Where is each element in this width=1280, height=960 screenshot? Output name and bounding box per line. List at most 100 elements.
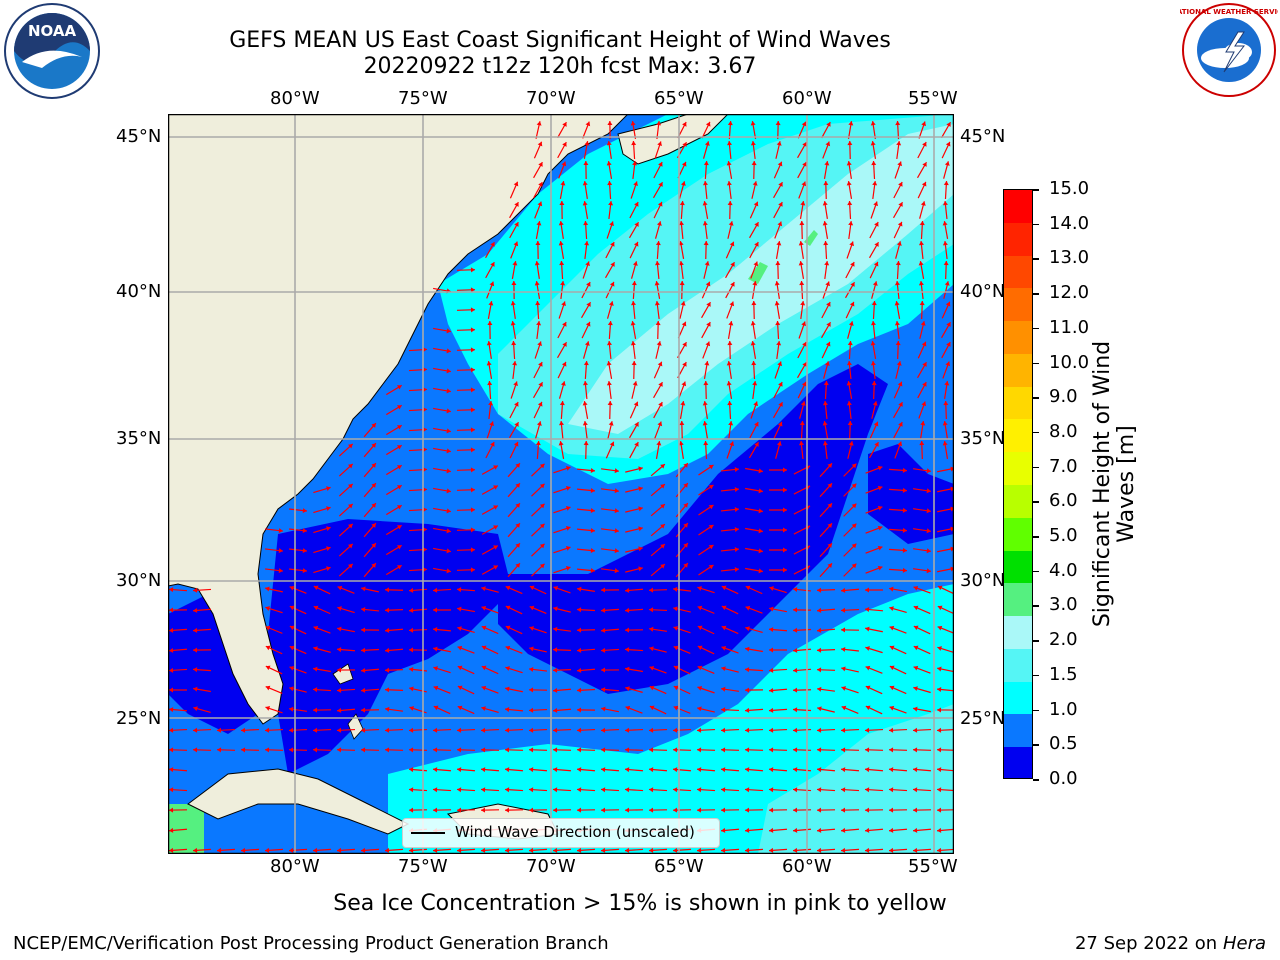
wind-wave-arrowhead bbox=[559, 261, 565, 266]
wind-wave-arrowhead bbox=[193, 686, 198, 692]
wind-wave-arrowhead bbox=[512, 261, 518, 266]
wind-wave-arrowhead bbox=[505, 787, 510, 793]
wind-wave-arrowhead bbox=[409, 686, 414, 692]
wind-wave-arrowhead bbox=[870, 341, 876, 346]
wind-wave-arrowhead bbox=[565, 466, 571, 471]
wind-wave-arrowhead bbox=[793, 607, 798, 613]
wind-wave-arrowhead bbox=[371, 443, 376, 448]
wind-wave-arrowhead bbox=[289, 686, 294, 692]
wind-wave-arrowhead bbox=[529, 807, 534, 813]
wind-wave-arrowhead bbox=[798, 241, 804, 246]
wind-wave-arrowhead bbox=[361, 667, 366, 673]
wind-wave-arrowhead bbox=[422, 427, 427, 433]
wind-wave-arrowhead bbox=[470, 547, 475, 553]
wind-wave-arrowhead bbox=[682, 362, 687, 367]
wind-wave-arrowhead bbox=[841, 666, 846, 672]
wind-wave-arrowhead bbox=[371, 523, 376, 528]
wind-wave-arrowhead bbox=[751, 161, 757, 166]
wind-wave-arrowhead bbox=[634, 422, 639, 427]
wind-wave-arrowhead bbox=[822, 401, 828, 406]
wind-wave-arrowhead bbox=[278, 568, 283, 574]
wind-wave-arrowhead bbox=[558, 221, 564, 226]
wind-wave-arrowhead bbox=[872, 181, 878, 186]
wind-wave-arrowhead bbox=[470, 527, 475, 533]
wind-wave-arrowhead bbox=[865, 607, 870, 613]
wind-wave-arrowhead bbox=[584, 141, 590, 146]
wind-wave-arrowhead bbox=[942, 441, 948, 446]
wind-wave-arrowhead bbox=[481, 747, 486, 753]
wind-wave-arrowhead bbox=[486, 341, 492, 346]
wind-wave-arrowhead bbox=[422, 387, 427, 393]
wind-wave-arrowhead bbox=[529, 727, 534, 733]
wind-wave-arrowhead bbox=[793, 807, 798, 813]
wind-wave-arrowhead bbox=[841, 627, 846, 633]
wind-wave-arrowhead bbox=[169, 667, 174, 673]
wind-wave-arrowhead bbox=[313, 646, 318, 652]
wind-wave-arrowhead bbox=[889, 665, 895, 671]
wind-wave-arrows bbox=[168, 120, 954, 853]
wind-wave-arrowhead bbox=[729, 301, 735, 307]
wind-wave-arrowhead bbox=[825, 281, 831, 287]
wind-wave-arrowhead bbox=[631, 281, 637, 286]
wind-wave-arrowhead bbox=[606, 161, 612, 166]
wind-wave-arrowhead bbox=[946, 122, 951, 127]
wind-wave-arrowhead bbox=[877, 465, 883, 471]
wind-wave-arrowhead bbox=[873, 421, 879, 427]
wind-wave-arrowhead bbox=[625, 787, 630, 793]
wind-wave-arrowhead bbox=[776, 241, 782, 246]
colorbar-tick-label: 10.0 bbox=[1049, 351, 1090, 373]
wind-wave-arrowhead bbox=[553, 606, 558, 612]
wind-wave-arrowhead bbox=[539, 523, 545, 529]
wind-wave-arrowhead bbox=[470, 307, 475, 313]
wind-wave-arrowhead bbox=[697, 625, 703, 631]
wind-wave-arrowhead bbox=[601, 847, 606, 853]
wind-wave-arrowhead bbox=[265, 706, 271, 711]
colorbar-tick-mark bbox=[1033, 570, 1039, 573]
wind-wave-arrowhead bbox=[422, 527, 427, 533]
wind-wave-arrowhead bbox=[562, 322, 567, 327]
wind-wave-arrowhead bbox=[679, 201, 685, 206]
wind-wave-arrowhead bbox=[313, 847, 318, 853]
wind-wave-arrowhead bbox=[535, 301, 541, 306]
wind-wave-arrowhead bbox=[942, 241, 948, 246]
wind-wave-arrowhead bbox=[601, 706, 606, 712]
wind-wave-arrowhead bbox=[721, 625, 727, 631]
wind-wave-arrowhead bbox=[409, 587, 414, 593]
wind-wave-arrowhead bbox=[446, 548, 451, 554]
wind-wave-arrowhead bbox=[577, 807, 582, 813]
wind-wave-arrowhead bbox=[802, 342, 807, 347]
wind-wave-arrowhead bbox=[721, 666, 726, 672]
wind-wave-arrowhead bbox=[945, 361, 951, 367]
sea-ice-note: Sea Ice Concentration > 15% is shown in … bbox=[0, 891, 1280, 916]
wind-wave-arrowhead bbox=[778, 382, 783, 387]
wind-wave-arrowhead bbox=[682, 342, 687, 347]
wind-wave-arrowhead bbox=[865, 727, 870, 733]
wind-wave-arrowhead bbox=[433, 747, 438, 753]
wind-wave-arrowhead bbox=[802, 362, 807, 367]
wind-wave-arrowhead bbox=[326, 566, 331, 571]
colorbar-tick-mark bbox=[1033, 431, 1039, 434]
wind-wave-arrowhead bbox=[793, 767, 798, 773]
wind-wave-arrowhead bbox=[889, 705, 895, 711]
wind-wave-arrowhead bbox=[822, 421, 828, 426]
wind-wave-arrowhead bbox=[539, 483, 545, 489]
colorbar-segment bbox=[1004, 452, 1032, 486]
wind-wave-arrowhead bbox=[558, 241, 564, 246]
wind-wave-arrowhead bbox=[921, 121, 927, 127]
wind-wave-arrowhead bbox=[446, 468, 451, 474]
wind-wave-arrowhead bbox=[817, 686, 822, 692]
lon-tick-bottom-55w: 55°W bbox=[908, 856, 958, 877]
wind-wave-arrowhead bbox=[721, 585, 727, 591]
wind-wave-arrowhead bbox=[409, 767, 414, 773]
wind-wave-arrowhead bbox=[800, 301, 806, 306]
wind-wave-arrowhead bbox=[817, 627, 822, 633]
wind-wave-arrowhead bbox=[778, 182, 783, 187]
wind-wave-arrowhead bbox=[817, 807, 822, 813]
colorbar-tick-label: 11.0 bbox=[1049, 316, 1090, 338]
wind-wave-arrowhead bbox=[486, 361, 492, 366]
wind-wave-arrowhead bbox=[493, 545, 498, 550]
wind-wave-arrowhead bbox=[817, 587, 822, 593]
wind-wave-arrowhead bbox=[169, 787, 174, 793]
wind-wave-arrowhead bbox=[534, 281, 540, 286]
wind-wave-arrowhead bbox=[577, 627, 582, 633]
